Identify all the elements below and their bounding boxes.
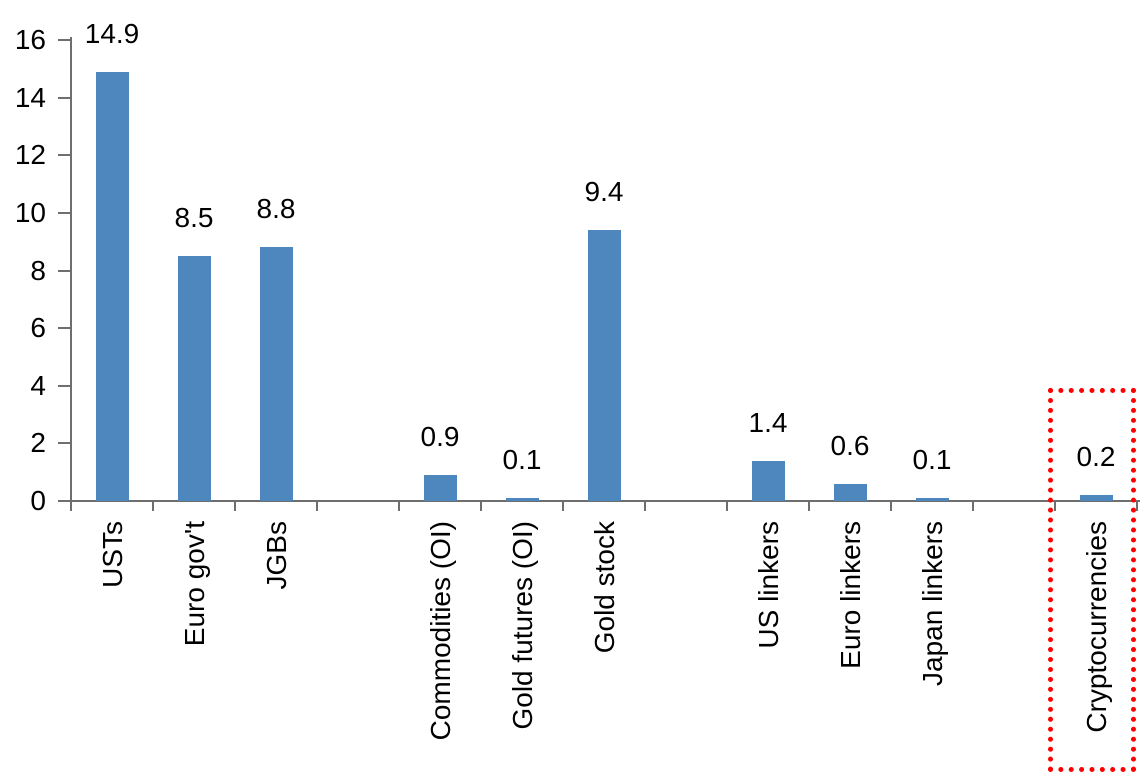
y-axis-line — [70, 37, 72, 502]
value-label-jgbs: 8.8 — [256, 193, 296, 225]
y-tick-label: 8 — [30, 254, 46, 286]
y-tick-label: 12 — [14, 139, 46, 171]
y-tick-label: 10 — [14, 196, 46, 228]
x-axis-tick — [152, 501, 154, 511]
x-axis-tick — [70, 501, 72, 511]
y-tick-label: 6 — [30, 312, 46, 344]
x-axis-tick — [480, 501, 482, 511]
value-label-us-linkers: 1.4 — [748, 406, 788, 438]
value-label-japan-linkers: 0.1 — [912, 444, 952, 476]
y-axis-tick — [58, 384, 70, 387]
x-axis-tick — [1136, 501, 1138, 511]
y-tick-label: 16 — [14, 24, 46, 55]
value-label-commodities-oi: 0.9 — [420, 421, 460, 453]
x-axis-tick — [1054, 501, 1056, 511]
category-label-gold-futures-oi: Gold futures (OI) — [507, 521, 538, 730]
x-axis-tick — [562, 501, 564, 511]
value-label-euro-gov-t: 8.5 — [174, 202, 214, 234]
x-axis-tick — [644, 501, 646, 511]
bar-gold-futures-oi — [505, 498, 539, 501]
y-axis-tick — [58, 442, 70, 445]
bar-gold-stock — [587, 230, 621, 501]
y-axis-tick — [58, 500, 70, 502]
bar-commodities-oi — [423, 475, 457, 501]
y-tick-label: 4 — [30, 369, 46, 401]
category-label-commodities-oi: Commodities (OI) — [425, 521, 456, 741]
x-axis-tick — [234, 501, 236, 511]
bar-jgbs — [259, 247, 293, 501]
y-tick-label: 0 — [30, 485, 46, 516]
x-axis-tick — [808, 501, 810, 511]
category-label-euro-gov-t: Euro gov't — [179, 521, 210, 647]
bar-us-linkers — [751, 460, 785, 501]
category-label-usts: USTs — [97, 521, 128, 588]
y-tick-label: 14 — [14, 81, 46, 113]
value-label-cryptocurrencies: 0.2 — [1076, 441, 1116, 473]
value-label-gold-stock: 9.4 — [584, 176, 624, 208]
highlight-box — [1048, 388, 1136, 772]
x-axis-line — [70, 500, 1140, 502]
value-label-euro-linkers: 0.6 — [830, 429, 870, 461]
y-tick-label: 2 — [30, 427, 46, 459]
bar-euro-gov-t — [177, 256, 211, 501]
bar-euro-linkers — [833, 483, 867, 501]
x-axis-tick — [398, 501, 400, 511]
x-axis-tick — [890, 501, 892, 511]
x-axis-tick — [972, 501, 974, 511]
category-label-euro-linkers: Euro linkers — [835, 521, 866, 669]
category-label-gold-stock: Gold stock — [589, 521, 620, 654]
y-axis-tick — [58, 154, 70, 157]
value-label-usts: 14.9 — [84, 17, 140, 49]
bar-usts — [95, 71, 129, 501]
bar-cryptocurrencies — [1079, 495, 1113, 501]
category-label-japan-linkers: Japan linkers — [917, 521, 948, 686]
y-axis-tick — [58, 211, 70, 214]
category-label-jgbs: JGBs — [261, 521, 292, 590]
category-label-us-linkers: US linkers — [753, 521, 784, 649]
x-axis-tick — [316, 501, 318, 511]
y-axis-tick — [58, 269, 70, 272]
value-label-gold-futures-oi: 0.1 — [502, 444, 542, 476]
y-axis-tick — [58, 96, 70, 99]
bar-japan-linkers — [915, 498, 949, 501]
x-axis-tick — [726, 501, 728, 511]
y-axis-tick — [58, 327, 70, 330]
y-axis-tick — [58, 39, 70, 41]
